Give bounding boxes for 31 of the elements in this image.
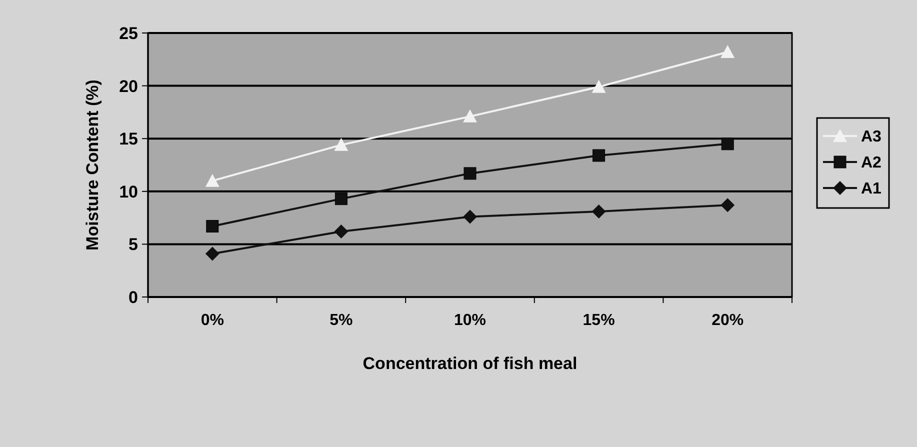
point [464, 167, 476, 180]
point [720, 198, 735, 212]
y-tick-label: 0 [128, 288, 138, 307]
point [592, 80, 606, 93]
y-tick-label: 15 [119, 130, 138, 149]
point [463, 109, 477, 122]
point [334, 138, 348, 151]
y-tick-label: 5 [128, 235, 138, 254]
x-tick-label: 20% [712, 312, 744, 329]
x-tick-label: 0% [200, 312, 224, 329]
point [205, 246, 220, 261]
x-tick-label: 10% [454, 312, 486, 329]
point [334, 224, 348, 239]
point [721, 138, 734, 150]
x-axis-title: Concentration of fish meal [362, 354, 578, 373]
x-tick-label: 15% [582, 312, 615, 329]
point [463, 210, 477, 224]
legend-label: A1 [861, 180, 882, 198]
point [334, 192, 348, 206]
y-tick-label: 10 [119, 182, 138, 202]
y-tick-label: 20 [119, 76, 138, 96]
point [592, 204, 606, 218]
point [205, 174, 220, 187]
y-axis-title: Moisture Content (%) [83, 80, 102, 250]
y-tick-label: 25 [119, 24, 138, 43]
x-tick-label: 5% [330, 312, 353, 329]
point [206, 220, 219, 232]
legend-label: A3 [861, 128, 882, 146]
point [720, 45, 735, 58]
point [592, 149, 606, 162]
legend-label: A2 [861, 154, 882, 172]
